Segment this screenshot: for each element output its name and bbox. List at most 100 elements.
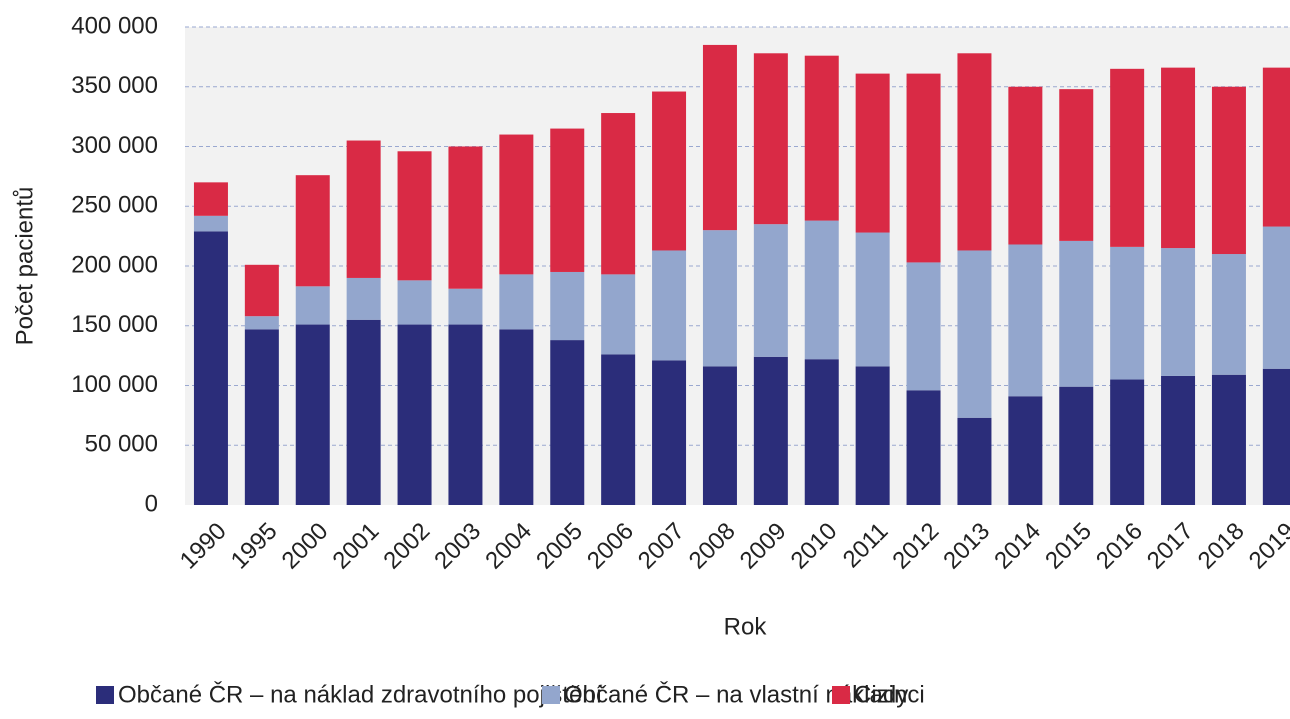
bar-segment: [295, 286, 330, 325]
bar-segment: [855, 73, 890, 233]
x-tick-label: 2017: [1142, 518, 1199, 575]
bar-segment: [499, 134, 534, 275]
bar-segment: [753, 356, 788, 505]
bar-segment: [448, 324, 483, 505]
x-tick-label: 2013: [938, 518, 995, 575]
bar-segment: [1161, 67, 1196, 249]
x-tick-label: 2002: [378, 518, 435, 575]
bar-segment: [244, 264, 279, 317]
legend-swatch: [542, 686, 560, 704]
bar-segment: [1211, 86, 1246, 255]
bar-segment: [448, 146, 483, 289]
bar-segment: [499, 274, 534, 330]
x-tick-label: 2007: [633, 518, 690, 575]
x-tick-label: 2006: [582, 518, 639, 575]
x-tick-label: 1990: [175, 518, 232, 575]
bar-segment: [193, 231, 228, 505]
bar-segment: [244, 316, 279, 330]
bar-segment: [346, 140, 381, 278]
y-tick-label: 300 000: [71, 132, 158, 159]
bar-segment: [499, 329, 534, 505]
bar-segment: [957, 417, 992, 505]
bar-segment: [1110, 246, 1145, 380]
bar-segment: [1110, 68, 1145, 247]
bar-segment: [1161, 248, 1196, 376]
y-tick-label: 350 000: [71, 72, 158, 99]
y-tick-label: 400 000: [71, 12, 158, 39]
bar-segment: [804, 359, 839, 505]
x-tick-label: 2005: [531, 518, 588, 575]
bar-segment: [550, 340, 585, 505]
bar-segment: [295, 324, 330, 505]
bar-segment: [1059, 386, 1094, 505]
bar-segment: [601, 113, 636, 275]
bar-segment: [652, 360, 687, 505]
bar-segment: [1008, 86, 1043, 245]
legend-label: Občané ČR – na náklad zdravotního pojišt…: [118, 680, 603, 708]
bar-segment: [550, 271, 585, 341]
bar-segment: [244, 329, 279, 505]
bar-segment: [652, 91, 687, 251]
bar-segment: [601, 354, 636, 505]
bar-segment: [295, 175, 330, 287]
y-tick-label: 150 000: [71, 311, 158, 338]
bar-segment: [1262, 67, 1290, 227]
x-tick-label: 2003: [429, 518, 486, 575]
y-tick-label: 50 000: [85, 431, 158, 458]
x-tick-label: 2000: [277, 518, 334, 575]
x-tick-label: 2011: [838, 518, 894, 574]
bar-segment: [601, 274, 636, 355]
y-tick-label: 200 000: [71, 251, 158, 278]
bar-segment: [193, 182, 228, 216]
bar-segment: [1008, 396, 1043, 505]
bar-segment: [193, 215, 228, 232]
bar-segment: [550, 128, 585, 272]
bar-segment: [448, 288, 483, 325]
y-axis-label: Počet pacientů: [11, 187, 38, 346]
bar-segment: [753, 224, 788, 357]
x-tick-label: 2001: [328, 518, 385, 575]
x-tick-label: 2010: [786, 518, 843, 575]
x-tick-label: 2004: [480, 518, 537, 575]
x-tick-label: 2015: [1040, 518, 1097, 575]
bar-segment: [702, 44, 737, 231]
x-tick-label: 2014: [989, 518, 1046, 575]
bar-segment: [397, 280, 432, 325]
x-tick-label: 2012: [887, 518, 944, 575]
bar-segment: [855, 232, 890, 367]
bar-segment: [1008, 244, 1043, 397]
bar-segment: [906, 73, 941, 263]
x-tick-label: 2009: [735, 518, 792, 575]
bar-segment: [804, 55, 839, 221]
bar-segment: [1059, 89, 1094, 241]
bar-segment: [346, 277, 381, 320]
bar-segment: [906, 390, 941, 505]
bar-segment: [652, 250, 687, 361]
legend-swatch: [832, 686, 850, 704]
bar-segment: [1262, 368, 1290, 505]
x-tick-label: 2016: [1091, 518, 1148, 575]
legend-label: Cizinci: [854, 681, 925, 708]
bar-segment: [957, 53, 992, 251]
bar-segment: [397, 151, 432, 281]
bar-segment: [702, 366, 737, 505]
y-tick-label: 250 000: [71, 192, 158, 219]
bar-segment: [1262, 226, 1290, 369]
bar-segment: [346, 319, 381, 505]
x-axis-label: Rok: [724, 613, 768, 640]
bar-segment: [957, 250, 992, 418]
legend-swatch: [96, 686, 114, 704]
x-tick-label: 2018: [1193, 518, 1250, 575]
bar-segment: [753, 53, 788, 225]
bar-segment: [702, 230, 737, 367]
bar-segment: [906, 262, 941, 391]
x-tick-label: 2008: [684, 518, 741, 575]
legend-label: Občané ČR – na vlastní náklady: [564, 680, 908, 708]
bar-segment: [1110, 379, 1145, 505]
bar-segment: [855, 366, 890, 505]
y-tick-label: 0: [145, 490, 158, 517]
y-tick-label: 100 000: [71, 371, 158, 398]
bar-segment: [1211, 254, 1246, 375]
